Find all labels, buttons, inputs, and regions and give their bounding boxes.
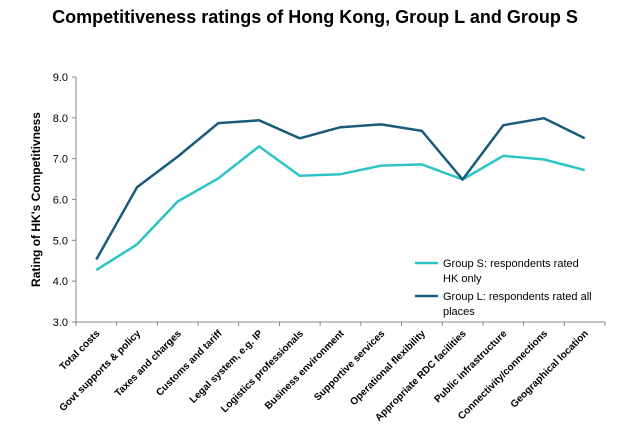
legend-label: Group L: respondents rated all [443,291,592,303]
legend-label: HK only [443,273,482,285]
legend-label: places [443,306,475,318]
x-tick-label: Govt supports & policy [58,328,144,414]
y-tick-label: 4.0 [53,276,68,288]
x-tick-label: Taxes and charges [113,328,184,399]
legend: Group S: respondents rated HK only Group L… [415,258,592,318]
y-tick-label: 7.0 [53,154,68,166]
series-line-group-l [95,116,586,261]
chart-title: Competitiveness ratings of Hong Kong, Gr… [52,7,578,27]
x-tick-label: Business environment [263,328,347,412]
x-tick-label: Geographical location [509,328,591,410]
x-tick-label: Logistics professionals [219,328,306,415]
x-tick-label: Legal system, e.g. IP [188,328,266,406]
x-tick-label: Supportive services [312,328,387,403]
y-tick-label: 5.0 [53,235,68,247]
y-tick-label: 3.0 [53,317,68,329]
y-tick-label: 8.0 [53,113,68,125]
y-tick-label: 6.0 [53,195,68,207]
y-tick-label: 9.0 [53,72,68,84]
x-tick-label: Total costs [58,328,103,373]
series-layer [95,116,586,272]
y-axis-title: Rating of HK's Competitivness [29,112,43,287]
legend-label: Group S: respondents rated [443,258,579,270]
x-tick-label: Operational flexibility [348,328,428,408]
series-line-group-s [95,145,586,272]
x-tick-label: Public infrastructure [432,328,509,405]
